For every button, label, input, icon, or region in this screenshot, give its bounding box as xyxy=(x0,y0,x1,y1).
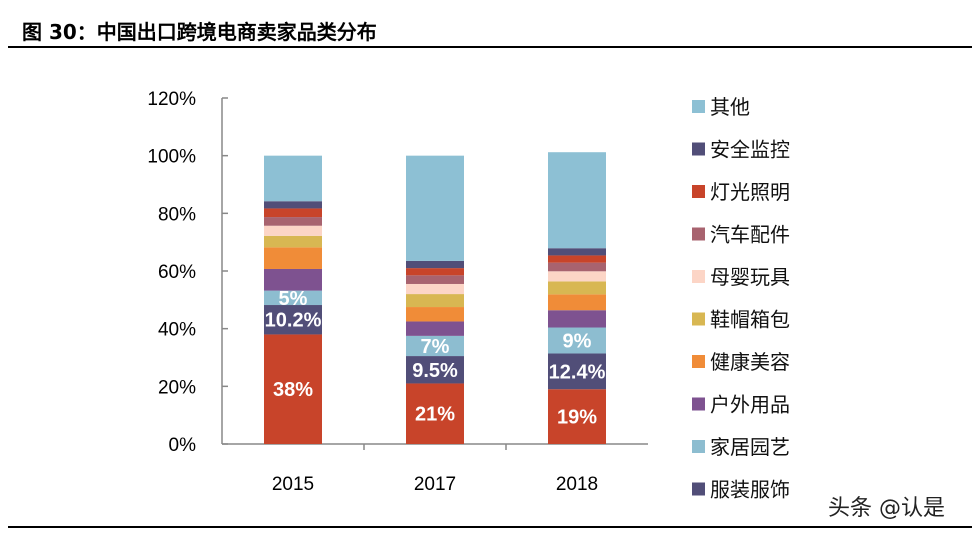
bar-segment-鞋帽箱包-2015 xyxy=(264,235,322,248)
y-tick-label: 80% xyxy=(158,204,196,225)
legend-label: 鞋帽箱包 xyxy=(710,308,790,332)
bar-segment-series-0-2017 xyxy=(406,383,464,444)
data-label: 21% xyxy=(415,404,455,426)
bar-segment-服装服饰-2017 xyxy=(406,356,464,384)
y-tick-label: 60% xyxy=(158,262,196,283)
bar-segment-灯光照明-2018 xyxy=(548,255,606,263)
legend-label: 安全监控 xyxy=(710,138,790,162)
y-tick-label: 20% xyxy=(158,377,196,398)
bar-segment-家居园艺-2018 xyxy=(548,327,606,354)
legend-swatch xyxy=(692,227,705,241)
legend-label: 母婴玩具 xyxy=(710,265,790,289)
bar-segment-其他-2015 xyxy=(264,155,322,202)
legend-label: 户外用品 xyxy=(710,393,790,417)
legend-label: 汽车配件 xyxy=(710,223,790,247)
bar-segment-其他-2017 xyxy=(406,155,464,261)
y-tick-label: 120% xyxy=(147,89,196,110)
bar-segment-健康美容-2018 xyxy=(548,294,606,311)
legend-label: 健康美容 xyxy=(710,350,790,374)
bar-segment-安全监控-2015 xyxy=(264,201,322,209)
legend-swatch xyxy=(692,440,705,453)
bar-segment-户外用品-2015 xyxy=(264,268,322,291)
legend-label: 服装服饰 xyxy=(710,478,790,502)
bar-segment-灯光照明-2017 xyxy=(406,268,464,276)
watermark: 头条 @认是 xyxy=(828,496,945,521)
top-rule xyxy=(8,46,972,48)
legend-swatch xyxy=(692,355,705,368)
x-tick-label: 2018 xyxy=(556,474,598,495)
y-tick-label: 0% xyxy=(169,435,197,456)
bar-segment-母婴玩具-2015 xyxy=(264,225,322,236)
bar-segment-母婴玩具-2017 xyxy=(406,283,464,295)
data-label: 38% xyxy=(273,379,313,401)
bar-segment-户外用品-2017 xyxy=(406,321,464,336)
bar-segment-户外用品-2018 xyxy=(548,310,606,328)
data-label: 9% xyxy=(563,330,592,352)
legend-label: 其他 xyxy=(710,95,750,119)
bar-segment-安全监控-2018 xyxy=(548,248,606,256)
y-tick-label: 40% xyxy=(158,320,196,341)
bar-segment-家居园艺-2017 xyxy=(406,335,464,357)
bar-segment-其他-2018 xyxy=(548,152,606,249)
bar-segment-服装服饰-2018 xyxy=(548,353,606,390)
legend-swatch xyxy=(692,482,705,496)
bar-segment-汽车配件-2015 xyxy=(264,217,322,226)
legend-swatch xyxy=(692,270,705,283)
bar-segment-服装服饰-2015 xyxy=(264,305,322,335)
x-tick-label: 2017 xyxy=(414,474,456,495)
data-label: 9.5% xyxy=(412,360,458,382)
bar-segment-灯光照明-2015 xyxy=(264,208,322,218)
legend-label: 家居园艺 xyxy=(710,435,790,459)
bar-segment-汽车配件-2017 xyxy=(406,275,464,284)
bar-segment-健康美容-2017 xyxy=(406,307,464,322)
legend-swatch xyxy=(692,397,705,411)
data-label: 7% xyxy=(421,336,450,358)
bar-segment-series-0-2015 xyxy=(264,334,322,444)
y-tick-label: 100% xyxy=(147,147,196,168)
bar-segment-series-0-2018 xyxy=(548,389,606,444)
bar-segment-母婴玩具-2018 xyxy=(548,271,606,282)
bar-segment-安全监控-2017 xyxy=(406,260,464,269)
bottom-rule xyxy=(8,526,972,528)
data-label: 12.4% xyxy=(549,361,606,383)
data-label: 19% xyxy=(557,407,597,429)
bar-segment-家居园艺-2015 xyxy=(264,290,322,306)
bar-segment-健康美容-2015 xyxy=(264,247,322,269)
legend-swatch xyxy=(692,100,705,113)
bar-segment-鞋帽箱包-2017 xyxy=(406,294,464,308)
legend-label: 灯光照明 xyxy=(710,180,790,204)
bar-segment-鞋帽箱包-2018 xyxy=(548,281,606,295)
legend-swatch xyxy=(692,185,705,198)
legend-swatch xyxy=(692,312,705,326)
x-tick-label: 2015 xyxy=(272,474,314,495)
data-label: 10.2% xyxy=(265,310,322,332)
legend-swatch xyxy=(692,142,705,156)
bar-segment-汽车配件-2018 xyxy=(548,262,606,272)
data-label: 5% xyxy=(279,288,308,310)
figure-title: 图 30：中国出口跨境电商卖家品类分布 xyxy=(22,20,377,44)
